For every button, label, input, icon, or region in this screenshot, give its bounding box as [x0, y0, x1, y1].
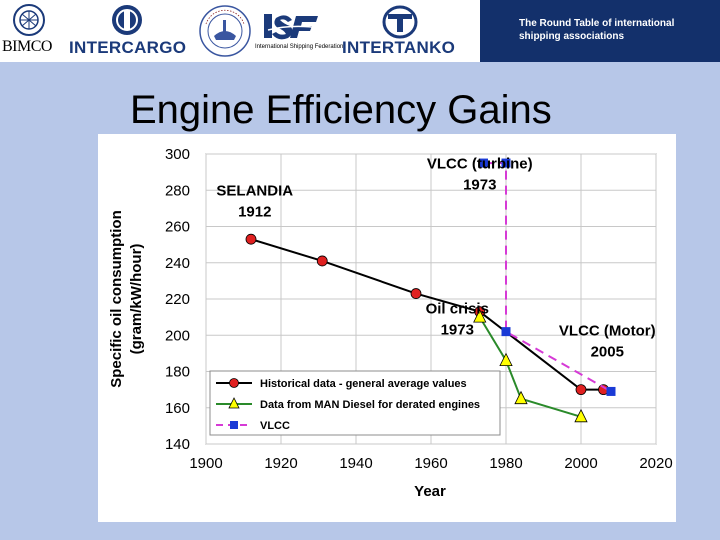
x-tick-label: 1980 — [489, 455, 522, 472]
x-tick-label: 1940 — [339, 455, 372, 472]
x-tick-label: 1900 — [189, 455, 222, 472]
y-tick-label: 260 — [165, 219, 190, 236]
series-line-2 — [483, 162, 612, 393]
intercargo-logo-text: INTERCARGO — [69, 38, 187, 57]
series-line-1 — [478, 316, 582, 418]
y-axis-label-line: (gram/kW/hour) — [128, 244, 145, 355]
x-axis-label: Year — [414, 483, 446, 500]
y-tick-label: 280 — [165, 182, 190, 199]
y-tick-label: 200 — [165, 327, 190, 344]
round-table-caption: The Round Table of international shippin… — [519, 17, 719, 43]
y-axis-label: Specific oil consumption (gram/kW/hour) — [108, 210, 145, 388]
slide-title: Engine Efficiency Gains — [130, 88, 552, 132]
annotation-vlcc-motor-title: VLCC (Motor) — [559, 322, 656, 339]
bimco-logo-text: BIMCO — [2, 38, 52, 55]
y-tick-label: 160 — [165, 400, 190, 417]
annotation-selandia-year: 1912 — [238, 204, 271, 221]
x-tick-label: 1920 — [264, 455, 297, 472]
intertanko-emblem-icon — [382, 5, 418, 39]
legend-label-0: Historical data - general average values — [260, 378, 467, 390]
data-point — [473, 309, 487, 323]
intercargo-emblem-icon — [112, 5, 142, 35]
y-tick-label: 240 — [165, 255, 190, 272]
isf-logo-icon — [264, 14, 321, 40]
data-point — [316, 255, 328, 267]
y-tick-label: 180 — [165, 364, 190, 381]
data-point — [245, 233, 257, 245]
data-point — [514, 390, 528, 405]
x-tick-label: 2020 — [639, 455, 672, 472]
intertanko-logo-text: INTERTANKO — [342, 38, 456, 57]
legend-marker — [229, 378, 239, 388]
legend-label-2: VLCC — [260, 420, 290, 432]
annotation-vlcc-motor-year: 2005 — [591, 343, 624, 360]
data-point — [479, 158, 488, 168]
legend-box — [209, 370, 501, 436]
annotation-oil-crisis-title: Oil crisis — [426, 301, 489, 318]
isf-caption: International Shipping Federation — [255, 44, 344, 50]
annotation-oil-crisis-year: 1973 — [441, 322, 474, 339]
data-point — [501, 327, 511, 337]
data-point — [574, 408, 588, 423]
international-chamber-of-shipping-seal-icon — [199, 5, 251, 57]
y-tick-label: 300 — [165, 146, 190, 163]
data-point — [501, 158, 511, 168]
legend-label-1: Data from MAN Diesel for derated engines — [260, 399, 480, 411]
round-table-line-2: shipping associations — [519, 31, 625, 42]
y-axis-label-line: Specific oil consumption — [108, 210, 125, 388]
data-point — [499, 352, 513, 367]
round-table-line-1: The Round Table of international — [519, 18, 675, 29]
y-tick-label: 140 — [165, 436, 190, 453]
legend-marker — [228, 397, 240, 409]
data-point — [575, 384, 587, 396]
x-tick-label: 1960 — [414, 455, 447, 472]
data-point — [606, 386, 616, 396]
y-tick-label: 220 — [165, 291, 190, 308]
legend-marker — [230, 421, 238, 429]
annotation-vlcc-turbine-year: 1973 — [463, 177, 496, 194]
x-tick-label: 2000 — [564, 455, 597, 472]
engine-efficiency-chart: 1900 1920 1940 1960 1980 2000 2020 140 160 180 200… — [108, 146, 673, 500]
chart-panel: 1900 1920 1940 1960 1980 2000 2020 140 160 180 200… — [98, 134, 676, 522]
bimco-crest-icon — [13, 4, 45, 36]
header-bar: BIMCO INTERCARGO International Shipping … — [0, 0, 720, 62]
annotation-vlcc-turbine-title: VLCC (turbine) — [427, 156, 533, 173]
data-point — [410, 288, 422, 299]
annotation-selandia-title: SELANDIA — [216, 183, 293, 200]
header-band — [480, 0, 720, 62]
